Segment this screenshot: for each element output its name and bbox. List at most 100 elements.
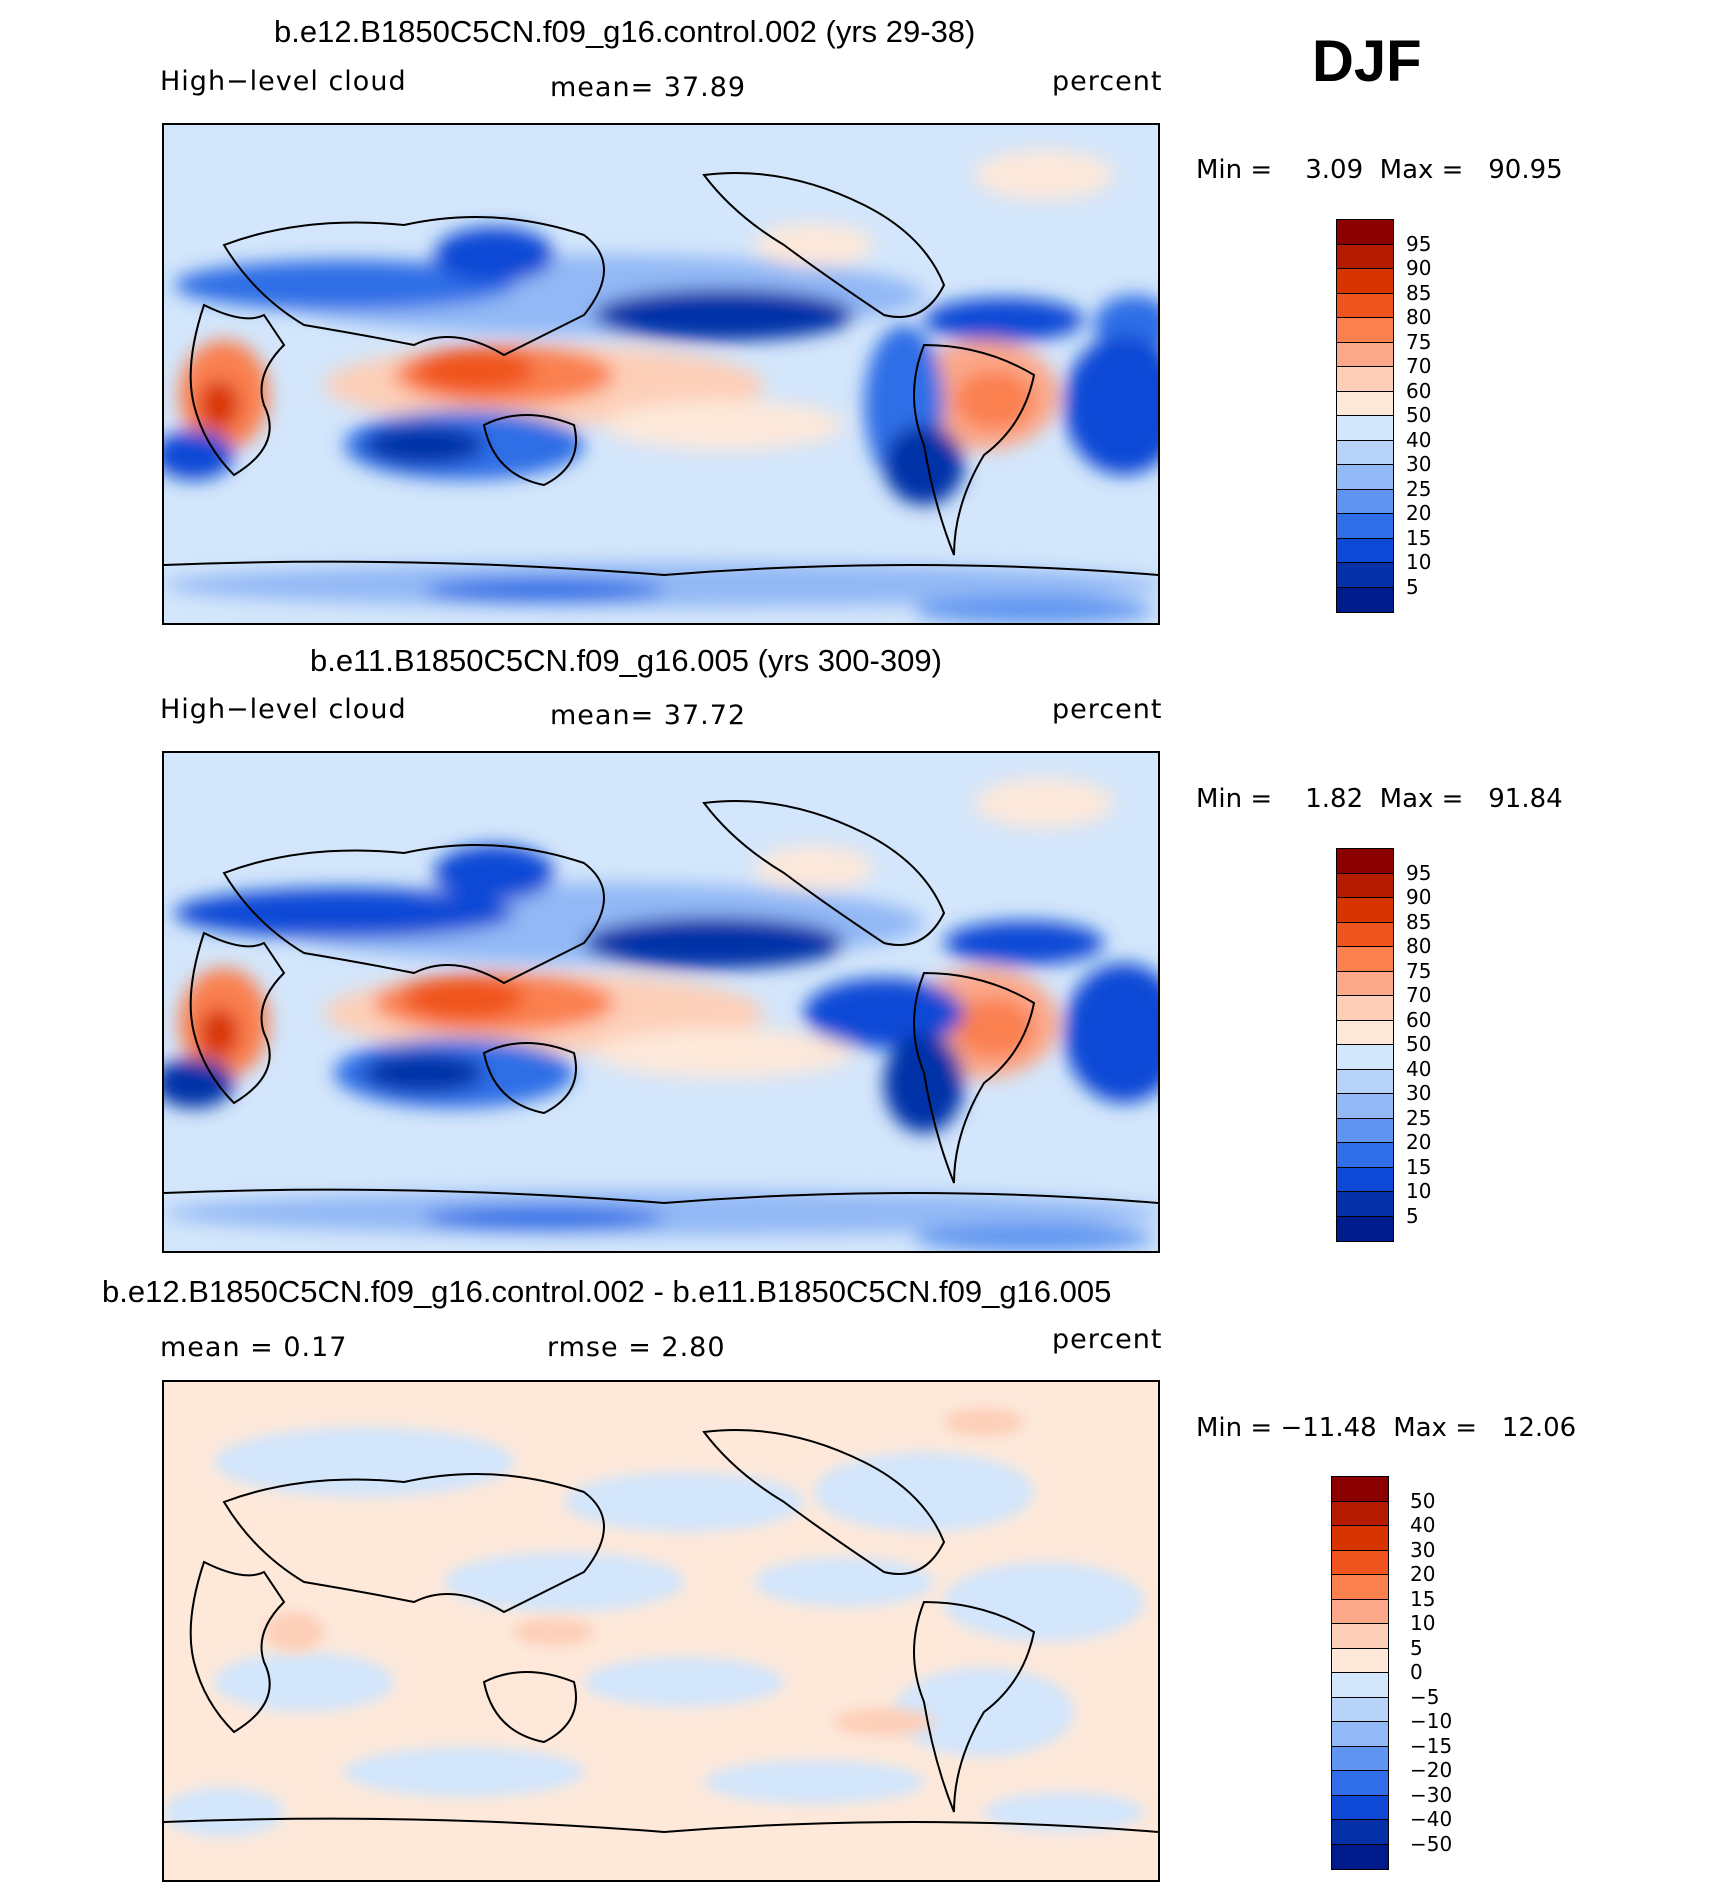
colorbar-tick-label: 70 — [1406, 983, 1432, 1007]
colorbar-tick-label: 20 — [1410, 1562, 1436, 1586]
colorbar-tick-label: 40 — [1406, 1056, 1432, 1081]
colorbar-cell — [1337, 293, 1393, 318]
colorbar-tick-label: −40 — [1410, 1807, 1453, 1831]
colorbar-cell — [1332, 1575, 1388, 1600]
colorbar-cell — [1337, 244, 1393, 269]
colorbar-tick-label: 25 — [1406, 476, 1432, 501]
colorbar-cell — [1337, 849, 1393, 874]
colorbar-tick-label: 10 — [1410, 1611, 1436, 1635]
colorbar-cell — [1337, 1167, 1393, 1192]
colorbar-cell — [1337, 996, 1393, 1021]
mean-label: mean= 37.72 — [550, 700, 747, 731]
colorbar-cells — [1332, 1477, 1388, 1869]
colorbar-cell — [1332, 1477, 1388, 1502]
colorbar-cell — [1337, 416, 1393, 441]
colorbar-tick-label: −20 — [1410, 1758, 1453, 1782]
colorbar-cell — [1337, 367, 1393, 392]
colorbar-cell — [1337, 1143, 1393, 1168]
colorbar-tick-label: 10 — [1406, 550, 1432, 574]
map-cloud-difference — [162, 1380, 1160, 1882]
colorbar-tick-label: 75 — [1406, 958, 1432, 983]
colorbar-cell — [1332, 1599, 1388, 1624]
colorbar-cell — [1332, 1746, 1388, 1771]
colorbar-cell — [1337, 898, 1393, 923]
colorbar-tick-label: 20 — [1406, 501, 1432, 525]
colorbar-cell — [1332, 1722, 1388, 1747]
colorbar-tick-label: 0 — [1410, 1660, 1423, 1684]
panel-title: b.e11.B1850C5CN.f09_g16.005 (yrs 300-309… — [310, 643, 942, 678]
contour-map — [164, 1382, 1158, 1880]
minmax-label: Min = −11.48 Max = 12.06 — [1196, 1413, 1577, 1443]
units-label: percent — [1052, 1324, 1163, 1355]
colorbar-tick-label: 40 — [1406, 427, 1432, 452]
colorbar-tick-label: 40 — [1410, 1513, 1436, 1537]
colorbar-cell — [1332, 1550, 1388, 1575]
minmax-label: Min = 3.09 Max = 90.95 — [1196, 155, 1563, 185]
colorbar-cell — [1337, 1192, 1393, 1217]
units-label: percent — [1052, 694, 1163, 725]
colorbar-cell — [1337, 440, 1393, 465]
colorbar-tick-label: 80 — [1406, 305, 1432, 329]
colorbar-cloud-2 — [1336, 848, 1394, 1242]
colorbar-tick-label: 15 — [1410, 1586, 1436, 1611]
colorbar-cell — [1332, 1697, 1388, 1722]
colorbar-cell — [1337, 971, 1393, 996]
colorbar-cell — [1337, 342, 1393, 367]
colorbar-tick-label: 50 — [1406, 1032, 1432, 1056]
colorbar-cell — [1337, 269, 1393, 294]
colorbar-tick-label: 60 — [1406, 378, 1432, 403]
colorbar-cell — [1337, 318, 1393, 343]
colorbar-cell — [1337, 465, 1393, 490]
colorbar-cell — [1332, 1624, 1388, 1649]
colorbar-tick-label: 30 — [1406, 1081, 1432, 1105]
map-cloud-control — [162, 123, 1160, 625]
colorbar-tick-label: −5 — [1410, 1684, 1440, 1709]
mean-label: mean= 37.89 — [550, 72, 747, 103]
colorbar-tick-label: 30 — [1406, 452, 1432, 476]
rmse-label: rmse = 2.80 — [547, 1332, 726, 1363]
colorbar-cell — [1337, 538, 1393, 563]
colorbar-tick-label: 50 — [1410, 1488, 1436, 1513]
colorbar-cell — [1337, 1045, 1393, 1070]
colorbar-tick-label: −50 — [1410, 1831, 1453, 1856]
colorbar-tick-label: −30 — [1410, 1782, 1453, 1807]
colorbar-tick-label: 10 — [1406, 1179, 1432, 1203]
colorbar-tick-label: 80 — [1406, 934, 1432, 958]
colorbar-cells — [1337, 849, 1393, 1241]
colorbar-cell — [1332, 1820, 1388, 1845]
colorbar-cells — [1337, 220, 1393, 612]
colorbar-cell — [1337, 563, 1393, 588]
colorbar-cell — [1332, 1795, 1388, 1820]
colorbar-cell — [1337, 1216, 1393, 1241]
colorbar-cell — [1332, 1501, 1388, 1526]
colorbar-tick-label: 70 — [1406, 354, 1432, 378]
map-cloud-reference — [162, 751, 1160, 1253]
colorbar-cell — [1332, 1648, 1388, 1673]
contour-map — [164, 753, 1158, 1251]
contour-map — [164, 125, 1158, 623]
colorbar-tick-label: 75 — [1406, 329, 1432, 354]
colorbar-difference — [1331, 1476, 1389, 1870]
colorbar-cell — [1337, 873, 1393, 898]
colorbar-cell — [1332, 1771, 1388, 1796]
colorbar-cell — [1332, 1526, 1388, 1551]
units-label: percent — [1052, 66, 1163, 97]
colorbar-cloud-1 — [1336, 219, 1394, 613]
colorbar-tick-label: 90 — [1406, 885, 1432, 909]
colorbar-tick-label: 15 — [1406, 1154, 1432, 1179]
colorbar-tick-label: 50 — [1406, 403, 1432, 427]
colorbar-tick-label: 85 — [1406, 280, 1432, 305]
colorbar-cell — [1337, 1020, 1393, 1045]
colorbar-tick-label: 95 — [1406, 231, 1432, 256]
colorbar-cell — [1337, 1069, 1393, 1094]
variable-label: High−level cloud — [160, 694, 407, 725]
colorbar-cell — [1337, 489, 1393, 514]
colorbar-tick-label: 25 — [1406, 1105, 1432, 1130]
colorbar-cell — [1332, 1844, 1388, 1869]
colorbar-tick-label: 85 — [1406, 909, 1432, 934]
colorbar-cell — [1337, 220, 1393, 245]
colorbar-tick-label: 30 — [1410, 1537, 1436, 1562]
panel-title: b.e12.B1850C5CN.f09_g16.control.002 - b.… — [102, 1274, 1112, 1309]
panel-title: b.e12.B1850C5CN.f09_g16.control.002 (yrs… — [274, 14, 976, 49]
colorbar-tick-label: −10 — [1410, 1709, 1453, 1733]
